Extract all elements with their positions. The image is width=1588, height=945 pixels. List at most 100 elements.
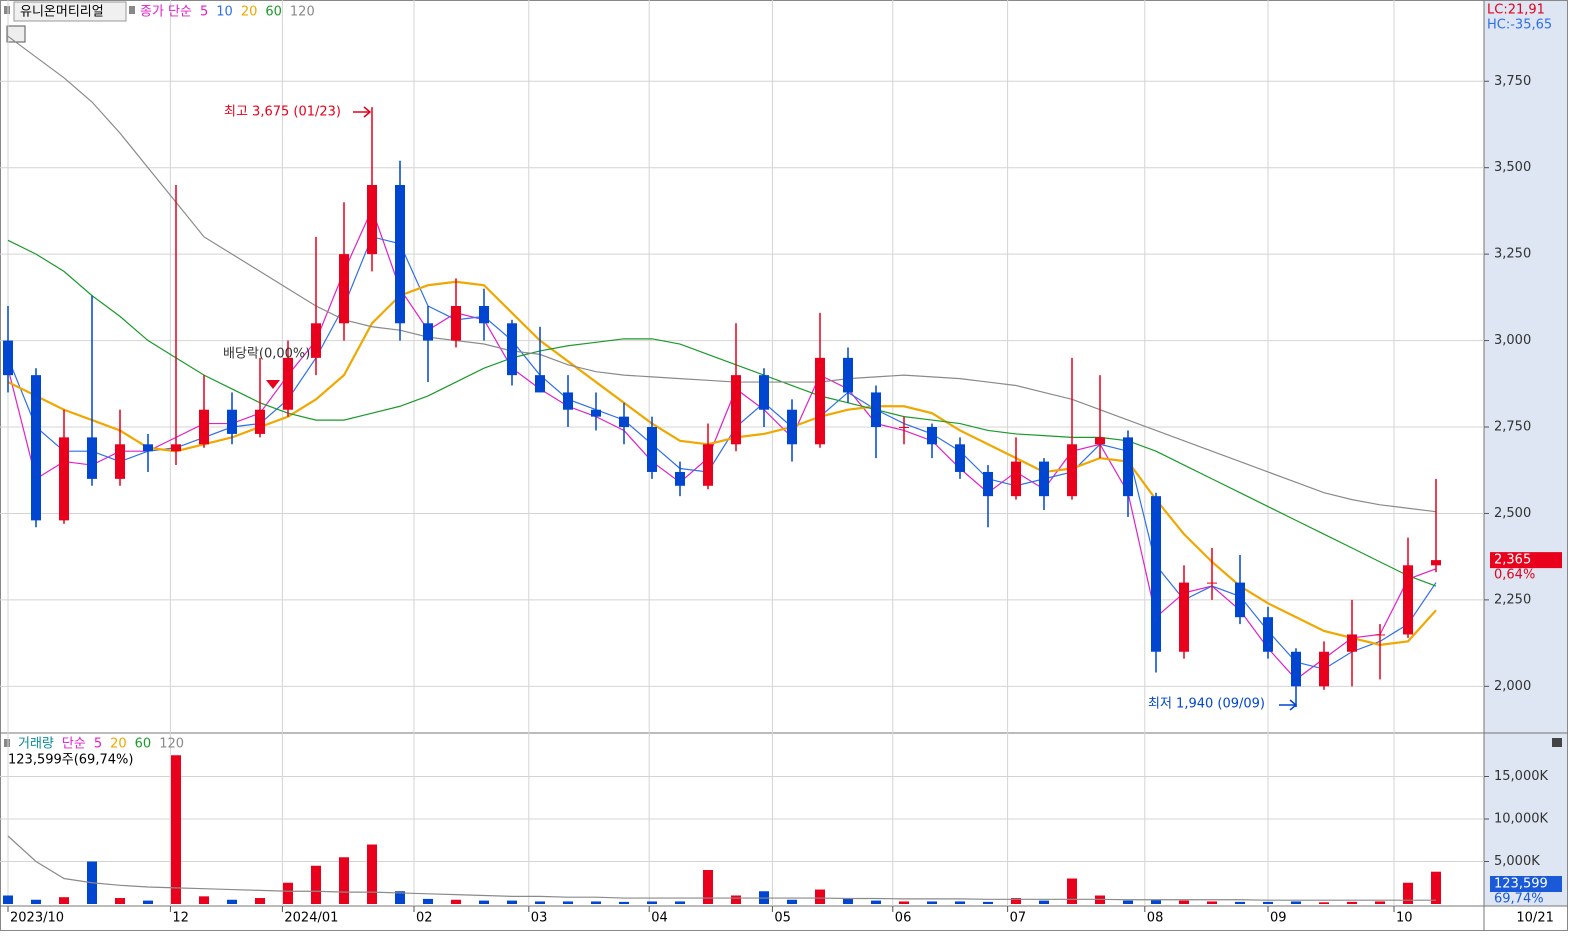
candle-body [899,427,909,429]
y-tick-label: 3,750 [1494,74,1531,89]
volume-bar [423,898,433,904]
legend-text: 20 [241,5,258,20]
candle-body [731,375,741,445]
candle-body [115,444,125,479]
close-icon[interactable] [1552,738,1562,747]
candle-body [1431,560,1441,566]
y-tick-label: 2,000 [1494,679,1531,694]
volume-bar [311,865,321,904]
volume-bar [1179,900,1189,904]
x-tick-label: 02 [416,911,433,926]
volume-bar [535,901,545,904]
volume-bar [1011,898,1021,904]
x-tick-label: 10 [1396,911,1413,926]
volume-bar [451,899,461,904]
candle-body [199,409,209,445]
volume-bar [367,844,377,904]
x-tick-label: 07 [1010,911,1027,926]
legend-icon [4,739,10,747]
volume-bar [255,898,265,904]
candle-body [591,409,601,417]
ma-line [7,280,1437,646]
legend-text: 거래량 [18,737,54,752]
candle-body [619,416,629,428]
volume-bar [927,901,937,904]
x-tick-label: 10/21 [1516,911,1553,926]
candle-body [339,254,349,324]
legend-text: 60 [135,737,152,752]
volume-bar [1319,902,1329,904]
volume-bar [1403,882,1413,904]
x-tick-label: 09 [1270,911,1287,926]
volume-bar [1123,900,1133,904]
grid-icon[interactable] [6,25,26,43]
volume-bar [1039,900,1049,904]
candle-body [507,323,517,376]
volume-bar [1431,871,1441,904]
candle-body [1179,582,1189,652]
candle-body [1403,565,1413,635]
candle-body [227,409,237,434]
volume-bar [395,891,405,904]
low-annotation: 최저 1,940 (09/09) [1148,697,1265,712]
volume-bar [1263,901,1273,904]
frame [0,0,1568,931]
ma-line [7,239,1437,587]
last-change: 0,64% [1494,568,1535,583]
volume-bar [871,900,881,904]
low-arrow [1279,699,1298,711]
candle-body [1207,582,1217,584]
y-tick-label: 5,000K [1494,854,1540,869]
x-tick-label: 2024/01 [284,911,338,926]
legend-text: 단순 [62,737,86,752]
candle-body [1235,582,1245,618]
volume-bar [507,900,517,904]
volume-bar [591,901,601,904]
y-tick-label: 2,750 [1494,420,1531,435]
high-annotation: 최고 3,675 (01/23) [224,105,341,120]
ma-line [7,35,1437,513]
candle-body [1151,496,1161,652]
candle-body [1123,437,1133,497]
candle-body [815,357,825,445]
volume-bar [787,899,797,904]
last-price-box [1490,552,1562,569]
hc-label: HC:-35,65 [1487,18,1552,33]
legend-icon [4,6,10,14]
stock-name-box[interactable] [13,1,127,22]
high-arrow [353,106,372,118]
volume-bar [563,901,573,904]
volume-bar [731,895,741,904]
volume-bar [647,901,657,904]
volume-bar [675,901,685,904]
candle-body [423,323,433,341]
candle-body [871,392,881,428]
volume-bar [703,870,713,904]
candle-body [143,444,153,452]
candle-body [563,392,573,410]
candle-body [535,375,545,393]
candle-body [1067,444,1077,497]
volume-bar [815,889,825,904]
volume-current: 123,599주(69,74%) [8,753,133,768]
x-tick-label: 08 [1147,911,1164,926]
candle-body [647,427,657,472]
candle-body [367,184,377,255]
volume-bar [1347,901,1357,904]
last-volume-change: 69,74% [1494,892,1544,907]
candle-body [759,375,769,410]
volume-bar [1207,901,1217,904]
volume-bar [283,882,293,904]
volume-bar [1151,899,1161,904]
volume-bar [983,901,993,904]
y-tick-label: 10,000K [1494,812,1548,827]
legend-text: 5 [200,5,208,20]
y-tick-label: 3,250 [1494,247,1531,262]
volume-bar [1235,901,1245,904]
candle-body [1347,634,1357,652]
ma-line [7,236,1437,670]
y-tick-label: 3,000 [1494,333,1531,348]
